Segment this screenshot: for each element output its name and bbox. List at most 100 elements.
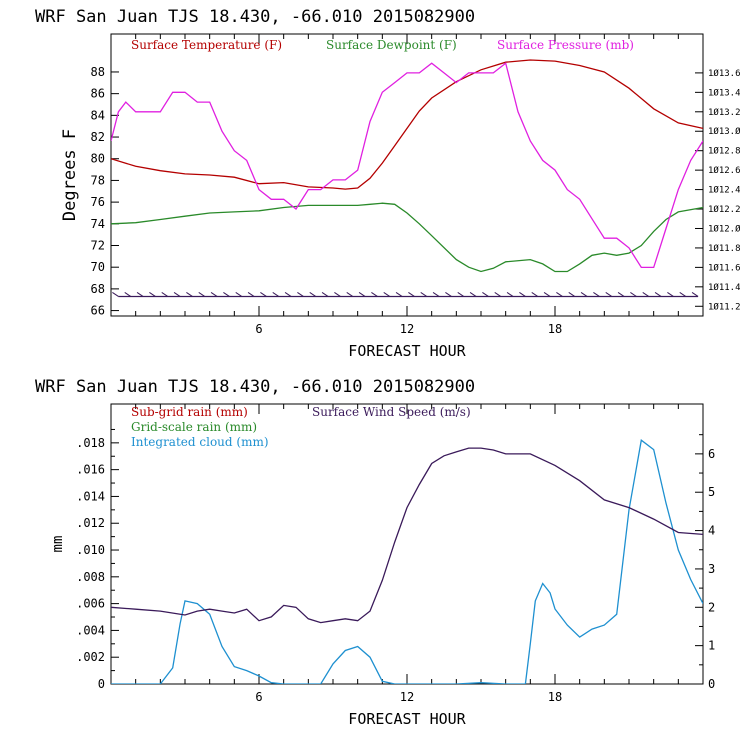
y-tick-label: .014 <box>76 489 105 503</box>
y2-tick-label: 1Ø13.6 <box>708 68 740 79</box>
wind-barb <box>617 292 625 297</box>
y2-tick-label: 1Ø12.8 <box>708 146 740 157</box>
legend-entry: Surface Wind Speed (m/s) <box>312 405 471 419</box>
y-tick-label: 70 <box>91 260 105 274</box>
wind-barb <box>667 292 674 297</box>
y2-tick-label: 1Ø13.Ø <box>708 126 740 137</box>
x-tick-label: 18 <box>548 690 562 704</box>
legend-entry: Surface Dewpoint (F) <box>326 38 457 52</box>
y-axis-label: Degrees F <box>60 129 80 221</box>
y-tick-label: .016 <box>76 463 105 477</box>
wind-barb <box>223 292 230 297</box>
y-tick-label: .002 <box>76 650 105 664</box>
wind-barb <box>136 292 144 297</box>
wind-barb <box>642 292 650 297</box>
series-line-surface-pressure-mb <box>111 62 703 269</box>
y-tick-label: 72 <box>91 239 105 253</box>
wind-barb <box>173 292 181 297</box>
wind-barb <box>124 292 132 297</box>
y2-tick-label: 1 <box>708 639 715 653</box>
chart-title: WRF San Juan TJS 18.430, -66.010 2015082… <box>35 377 475 397</box>
wind-barb <box>297 292 304 297</box>
y-tick-label: 88 <box>91 65 105 79</box>
y-tick-label: .010 <box>76 543 105 557</box>
x-tick-label: 12 <box>400 322 414 336</box>
y2-tick-label: 4 <box>708 524 715 538</box>
wind-barb <box>469 292 477 297</box>
wind-barb <box>408 292 415 297</box>
wind-barb <box>691 292 699 297</box>
wind-barb <box>605 292 613 297</box>
wind-barb <box>482 292 489 297</box>
wind-barb <box>112 292 119 297</box>
y-tick-label: .006 <box>76 597 105 611</box>
wind-barb <box>679 292 687 297</box>
wind-barb <box>556 292 563 297</box>
legend-entry: Surface Temperature (F) <box>131 38 282 52</box>
wind-barb <box>371 292 378 297</box>
wind-barb <box>309 292 317 297</box>
wind-barb <box>260 292 267 297</box>
wind-barb <box>654 292 662 297</box>
wind-barb <box>272 292 280 297</box>
series-line-surface-dewpoint-f <box>111 202 703 273</box>
wind-barb <box>383 292 391 297</box>
series-line-integrated-cloud-mm <box>111 439 703 684</box>
wind-barb <box>457 292 465 297</box>
wind-barb <box>395 292 403 297</box>
y2-tick-label: 1Ø13.2 <box>708 107 740 118</box>
y2-tick-label: 1Ø11.6 <box>708 262 740 273</box>
wind-barb <box>186 292 193 297</box>
y-tick-label: 0 <box>98 677 105 691</box>
y-tick-label: 68 <box>91 282 105 296</box>
x-tick-label: 18 <box>548 322 562 336</box>
y2-tick-label: 1Ø12.Ø <box>708 223 740 234</box>
y2-tick-label: 1Ø13.4 <box>708 87 740 98</box>
x-tick-label: 6 <box>255 322 262 336</box>
y-tick-label: 86 <box>91 87 105 101</box>
wind-barb <box>494 292 502 297</box>
y-tick-label: 84 <box>91 108 105 122</box>
wind-barb <box>346 292 354 297</box>
y2-tick-label: 1Ø12.6 <box>708 165 740 176</box>
y2-tick-label: 1Ø12.4 <box>708 185 740 196</box>
chart-title: WRF San Juan TJS 18.430, -66.010 2015082… <box>35 7 475 27</box>
y-tick-label: .018 <box>76 436 105 450</box>
y2-tick-label: 1Ø11.4 <box>708 282 740 293</box>
y2-tick-label: 1Ø11.8 <box>708 243 740 254</box>
legend-entry: Grid-scale rain (mm) <box>131 420 257 434</box>
y2-tick-label: 1Ø12.2 <box>708 204 740 215</box>
y-tick-label: 74 <box>91 217 105 231</box>
x-axis-label: FORECAST HOUR <box>348 342 466 360</box>
x-tick-label: 12 <box>400 690 414 704</box>
wind-barb <box>247 292 255 297</box>
wind-barb <box>432 292 440 297</box>
y-tick-label: .008 <box>76 570 105 584</box>
legend-entry: Sub-grid rain (mm) <box>131 405 248 419</box>
x-tick-label: 6 <box>255 690 262 704</box>
wind-barb <box>531 292 539 297</box>
y2-tick-label: 2 <box>708 600 715 614</box>
y-tick-label: 80 <box>91 152 105 166</box>
wind-barb <box>334 292 341 297</box>
wind-barb <box>358 292 366 297</box>
y-tick-label: 78 <box>91 173 105 187</box>
y2-tick-label: 5 <box>708 485 715 499</box>
y-tick-label: .012 <box>76 516 105 530</box>
y2-tick-label: 3 <box>708 562 715 576</box>
legend-entry: Surface Pressure (mb) <box>497 38 634 52</box>
wind-barb <box>568 292 576 297</box>
wind-barb <box>149 292 156 297</box>
y2-tick-label: 0 <box>708 677 715 691</box>
y-tick-label: .004 <box>76 623 105 637</box>
y2-tick-label: 6 <box>708 447 715 461</box>
wind-barb <box>543 292 551 297</box>
y-tick-label: 66 <box>91 304 105 318</box>
wind-barb <box>630 292 637 297</box>
wind-barb <box>580 292 588 297</box>
wind-barb <box>284 292 292 297</box>
y-tick-label: 82 <box>91 130 105 144</box>
wind-barb <box>445 292 452 297</box>
y-tick-label: 76 <box>91 195 105 209</box>
legend-entry: Integrated cloud (mm) <box>131 435 269 449</box>
